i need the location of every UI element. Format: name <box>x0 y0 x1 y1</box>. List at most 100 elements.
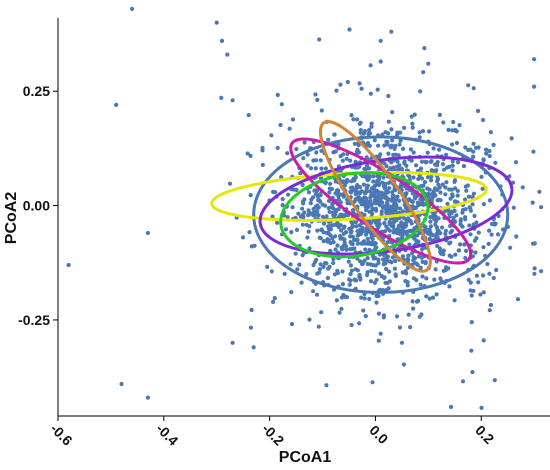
scatter-point <box>440 182 445 187</box>
scatter-point <box>400 209 405 214</box>
scatter-point <box>407 174 412 179</box>
scatter-point <box>357 321 362 326</box>
scatter-point <box>371 179 376 184</box>
scatter-point <box>355 233 360 238</box>
scatter-point <box>384 266 389 272</box>
scatter-point <box>336 191 341 196</box>
scatter-point <box>327 209 332 214</box>
scatter-point <box>369 186 374 191</box>
scatter-point <box>367 209 372 214</box>
scatter-point <box>435 198 440 203</box>
scatter-point <box>347 27 352 32</box>
scatter-point <box>406 253 411 258</box>
scatter-point <box>413 256 418 261</box>
scatter-point <box>381 313 386 318</box>
scatter-point <box>249 244 254 249</box>
scatter-point <box>365 183 370 188</box>
scatter-point <box>357 121 362 126</box>
scatter-point <box>409 221 414 226</box>
scatter-point <box>466 83 471 88</box>
scatter-point <box>450 163 455 168</box>
scatter-point <box>345 177 350 182</box>
scatter-point <box>295 267 300 272</box>
scatter-point <box>369 121 374 126</box>
scatter-point <box>300 206 305 211</box>
scatter-point <box>355 183 360 188</box>
scatter-point <box>297 262 302 267</box>
scatter-point <box>364 196 369 201</box>
scatter-point <box>382 204 387 209</box>
scatter-point <box>468 232 473 237</box>
scatter-point <box>463 197 468 202</box>
scatter-point <box>383 260 388 265</box>
scatter-point <box>407 242 412 247</box>
scatter-point <box>344 156 349 161</box>
scatter-point <box>484 151 489 156</box>
scatter-point <box>311 158 316 163</box>
scatter-point <box>346 259 351 264</box>
scatter-point <box>305 235 310 240</box>
scatter-point <box>344 230 349 235</box>
scatter-point <box>334 88 339 93</box>
scatter-point <box>280 203 285 208</box>
scatter-point <box>373 269 378 274</box>
y-ticks: 0.25 0.00 -0.25 <box>18 83 58 328</box>
scatter-point <box>401 146 406 151</box>
scatter-point <box>394 218 399 223</box>
scatter-point <box>487 148 492 154</box>
scatter-point <box>334 207 339 213</box>
scatter-point <box>382 229 388 234</box>
scatter-point <box>290 117 295 122</box>
scatter-point <box>447 284 452 289</box>
scatter-point <box>285 215 290 220</box>
scatter-point <box>433 267 438 272</box>
scatter-point <box>383 192 388 197</box>
scatter-point <box>451 215 456 220</box>
scatter-point <box>356 150 362 155</box>
scatter-point <box>449 404 454 410</box>
scatter-point <box>314 150 319 155</box>
scatter-point <box>471 141 476 146</box>
scatter-point <box>318 158 323 163</box>
scatter-point <box>363 241 368 246</box>
scatter-point <box>358 277 363 282</box>
scatter-point <box>489 221 495 227</box>
scatter-point <box>333 247 338 252</box>
scatter-point <box>417 314 422 319</box>
scatter-point <box>294 146 299 152</box>
scatter-point <box>280 197 285 202</box>
scatter-point <box>300 182 305 188</box>
scatter-point <box>397 231 403 236</box>
scatter-point <box>446 127 451 132</box>
x-ticks: -0.6 -0.4 -0.2 0.0 0.2 <box>47 416 497 449</box>
scatter-point <box>532 57 537 62</box>
scatter-point <box>347 282 352 287</box>
scatter-point <box>447 164 452 169</box>
scatter-point <box>425 150 430 155</box>
scatter-point <box>468 208 473 213</box>
scatter-point <box>369 268 374 273</box>
scatter-point <box>275 92 280 98</box>
scatter-point <box>336 142 341 147</box>
scatter-point <box>345 79 350 85</box>
scatter-point <box>278 122 283 128</box>
scatter-point <box>313 188 318 193</box>
scatter-point <box>275 220 280 225</box>
scatter-point <box>247 230 252 235</box>
scatter-point <box>411 175 416 180</box>
scatter-point <box>359 86 364 91</box>
x-axis-title: PCoA1 <box>279 449 332 466</box>
scatter-point <box>390 166 395 171</box>
scatter-point <box>464 188 469 193</box>
scatter-point <box>443 185 448 190</box>
scatter-point <box>386 93 391 99</box>
scatter-point <box>332 149 337 154</box>
scatter-point <box>511 205 516 210</box>
scatter-point <box>251 345 256 350</box>
scatter-point <box>479 174 484 179</box>
scatter-point <box>349 268 354 273</box>
scatter-point <box>331 260 336 266</box>
scatter-point <box>319 166 324 171</box>
scatter-point <box>425 231 430 236</box>
scatter-point <box>371 256 376 261</box>
